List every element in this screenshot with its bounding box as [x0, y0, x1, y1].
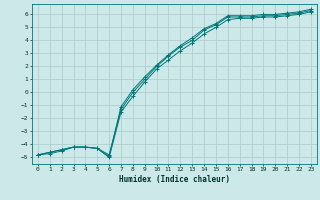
X-axis label: Humidex (Indice chaleur): Humidex (Indice chaleur): [119, 175, 230, 184]
